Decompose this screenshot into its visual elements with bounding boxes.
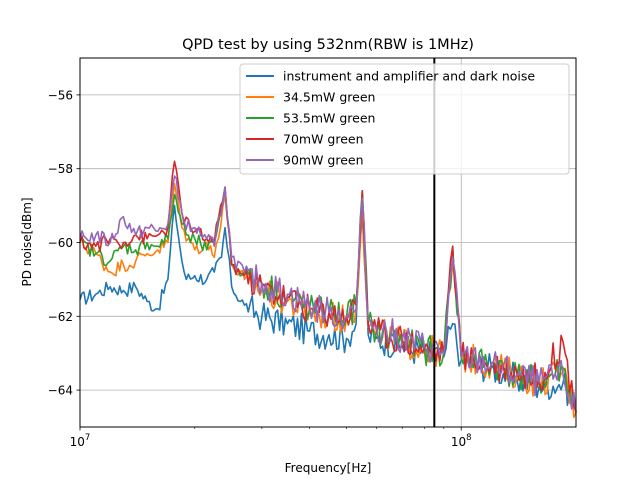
y-tick-label: −64 <box>48 384 73 398</box>
y-tick-label: −58 <box>48 162 73 176</box>
legend-label: 53.5mW green <box>283 111 375 126</box>
tick-layer: −56 −58 −60 −62 −64 107 108 <box>48 88 472 449</box>
legend-label: instrument and amplifier and dark noise <box>283 69 535 84</box>
series-line <box>79 175 577 413</box>
chart-title: QPD test by using 532nm(RBW is 1MHz) <box>182 37 474 53</box>
x-tick-label: 107 <box>70 433 91 449</box>
y-tick-label: −60 <box>48 236 73 250</box>
x-axis-title: Frequency[Hz] <box>285 461 372 475</box>
series-line <box>79 204 577 407</box>
legend-box <box>239 63 570 175</box>
y-axis-title: PD noise[dBm] <box>20 197 34 286</box>
series-layer <box>79 160 577 419</box>
y-tick-label: −56 <box>48 88 73 102</box>
legend: instrument and amplifier and dark noise 3… <box>239 63 570 175</box>
legend-label: 90mW green <box>283 153 364 168</box>
x-tick-label: 108 <box>451 433 472 449</box>
y-tick-label: −62 <box>48 310 73 324</box>
legend-label: 34.5mW green <box>283 90 375 105</box>
legend-label: 70mW green <box>283 132 364 147</box>
